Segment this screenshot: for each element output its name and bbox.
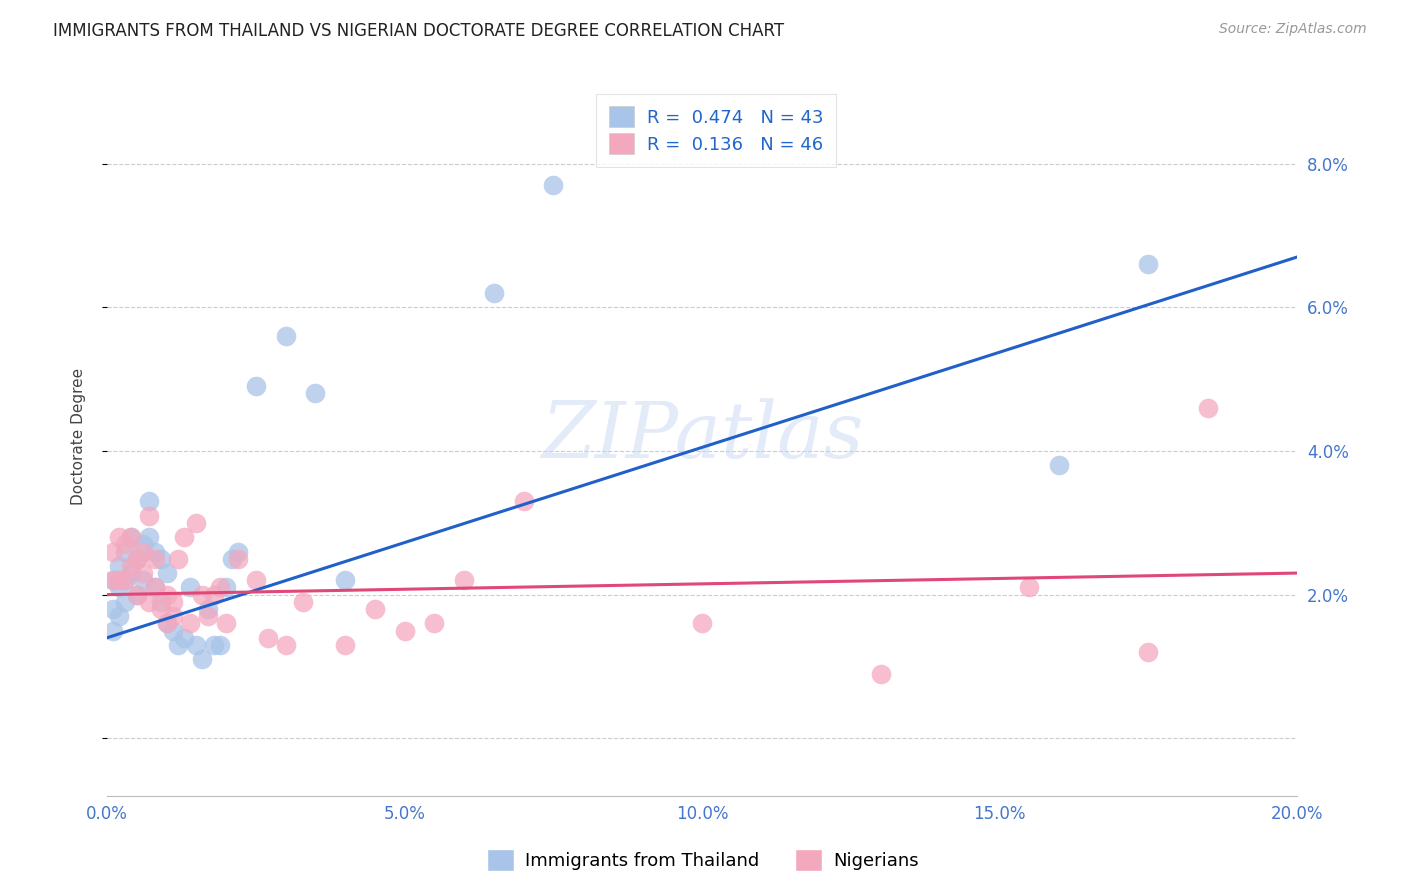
Point	[209, 581, 232, 595]
Point	[1137, 257, 1160, 271]
Point	[256, 631, 278, 645]
Point	[423, 616, 446, 631]
Y-axis label: Doctorate Degree: Doctorate Degree	[72, 368, 86, 505]
Point	[108, 530, 131, 544]
Point	[333, 574, 356, 588]
Point	[149, 602, 172, 616]
Point	[120, 566, 142, 580]
Point	[125, 551, 148, 566]
Point	[138, 508, 160, 523]
Point	[162, 624, 184, 638]
Point	[245, 379, 267, 393]
Point	[167, 551, 190, 566]
Point	[869, 666, 891, 681]
Point	[173, 631, 195, 645]
Point	[221, 551, 243, 566]
Point	[108, 558, 131, 573]
Point	[120, 530, 142, 544]
Text: Source: ZipAtlas.com: Source: ZipAtlas.com	[1219, 22, 1367, 37]
Point	[114, 595, 136, 609]
Point	[453, 574, 475, 588]
Point	[215, 616, 238, 631]
Point	[155, 588, 177, 602]
Point	[274, 638, 297, 652]
Point	[1047, 458, 1070, 473]
Point	[108, 574, 131, 588]
Point	[138, 494, 160, 508]
Point	[245, 574, 267, 588]
Point	[132, 537, 155, 551]
Point	[162, 609, 184, 624]
Point	[132, 566, 155, 580]
Point	[155, 616, 177, 631]
Point	[143, 581, 166, 595]
Point	[101, 602, 124, 616]
Text: IMMIGRANTS FROM THAILAND VS NIGERIAN DOCTORATE DEGREE CORRELATION CHART: IMMIGRANTS FROM THAILAND VS NIGERIAN DOC…	[53, 22, 785, 40]
Point	[114, 574, 136, 588]
Point	[304, 386, 326, 401]
Point	[226, 551, 249, 566]
Point	[1137, 645, 1160, 659]
Point	[274, 329, 297, 343]
Point	[101, 544, 124, 558]
Point	[114, 537, 136, 551]
Point	[197, 602, 219, 616]
Point	[1197, 401, 1219, 415]
Point	[543, 178, 565, 193]
Legend: Immigrants from Thailand, Nigerians: Immigrants from Thailand, Nigerians	[479, 842, 927, 879]
Point	[108, 581, 131, 595]
Point	[512, 494, 534, 508]
Point	[191, 588, 214, 602]
Point	[179, 616, 201, 631]
Point	[108, 609, 131, 624]
Point	[132, 574, 155, 588]
Point	[186, 516, 208, 530]
Point	[132, 544, 155, 558]
Point	[149, 551, 172, 566]
Point	[138, 530, 160, 544]
Point	[143, 544, 166, 558]
Point	[143, 551, 166, 566]
Point	[149, 595, 172, 609]
Point	[202, 588, 225, 602]
Point	[138, 595, 160, 609]
Point	[202, 638, 225, 652]
Point	[114, 544, 136, 558]
Point	[690, 616, 713, 631]
Legend: R =  0.474   N = 43, R =  0.136   N = 46: R = 0.474 N = 43, R = 0.136 N = 46	[596, 94, 835, 167]
Point	[167, 638, 190, 652]
Point	[364, 602, 387, 616]
Point	[186, 638, 208, 652]
Point	[162, 595, 184, 609]
Point	[155, 616, 177, 631]
Point	[1018, 581, 1040, 595]
Point	[333, 638, 356, 652]
Point	[191, 652, 214, 666]
Point	[125, 551, 148, 566]
Text: ZIPatlas: ZIPatlas	[541, 399, 863, 475]
Point	[173, 530, 195, 544]
Point	[120, 530, 142, 544]
Point	[114, 574, 136, 588]
Point	[292, 595, 315, 609]
Point	[155, 566, 177, 580]
Point	[101, 574, 124, 588]
Point	[482, 285, 505, 300]
Point	[125, 588, 148, 602]
Point	[197, 609, 219, 624]
Point	[125, 588, 148, 602]
Point	[120, 558, 142, 573]
Point	[226, 544, 249, 558]
Point	[101, 624, 124, 638]
Point	[215, 581, 238, 595]
Point	[101, 574, 124, 588]
Point	[209, 638, 232, 652]
Point	[179, 581, 201, 595]
Point	[143, 581, 166, 595]
Point	[394, 624, 416, 638]
